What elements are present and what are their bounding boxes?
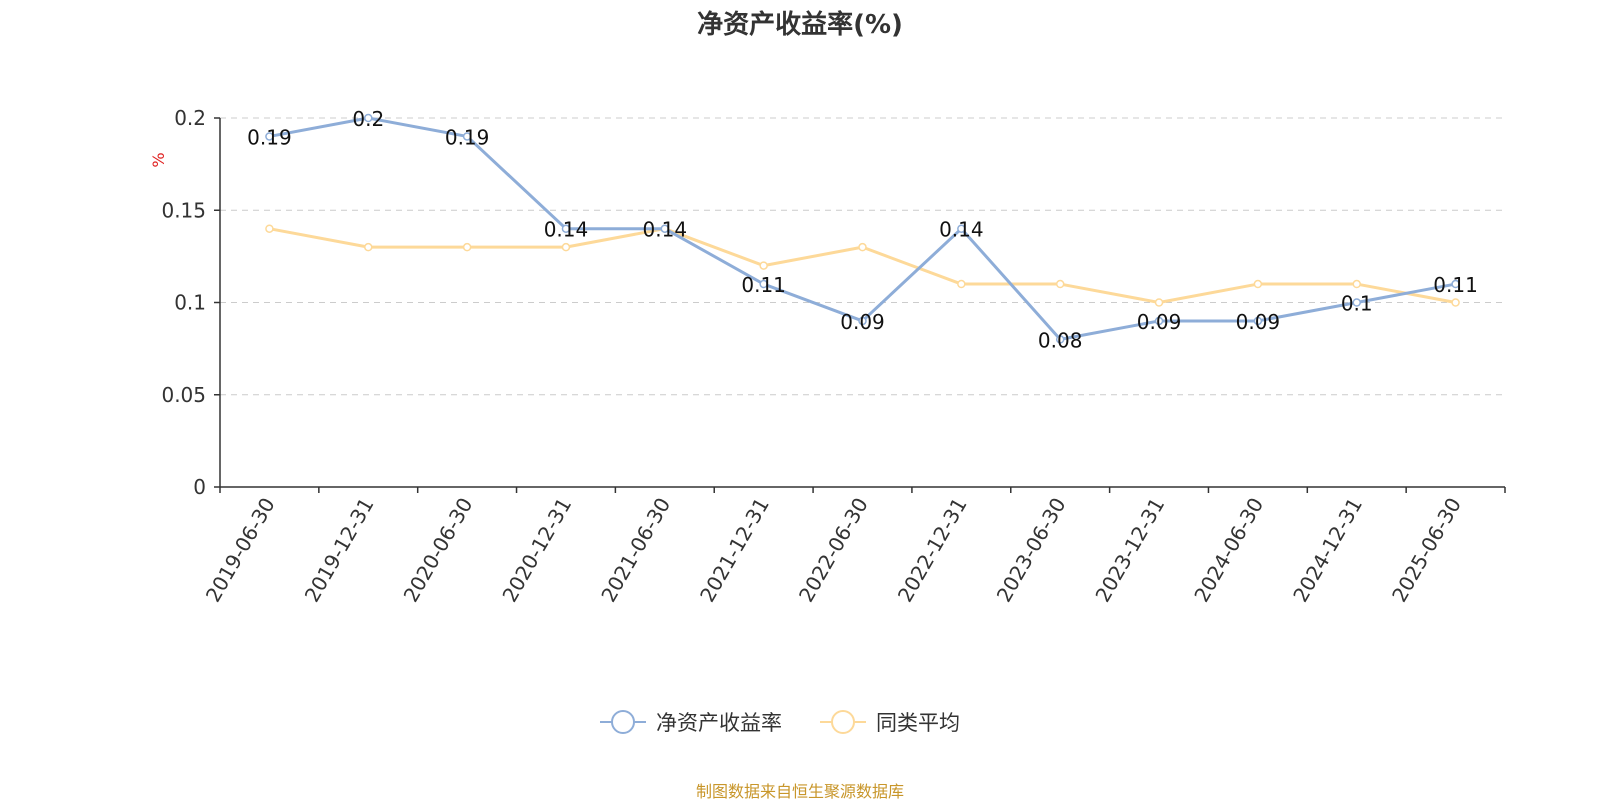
series-lines [265, 113, 1460, 344]
chart-title: 净资产收益率(%) [697, 10, 903, 40]
data-label: 0.2 [352, 107, 384, 131]
data-point [1154, 316, 1164, 326]
x-tick-label: 2024-06-30 [1189, 494, 1268, 607]
data-point [660, 224, 670, 233]
data-point [265, 132, 274, 141]
data-label: 0.09 [1137, 310, 1182, 334]
x-tick-label: 2020-12-31 [497, 494, 576, 607]
series-line-0 [269, 116, 1456, 341]
x-tick-label: 2022-12-31 [893, 494, 972, 607]
y-tick-label: 0.15 [161, 198, 206, 222]
legend-item-1[interactable]: 同类平均 [820, 710, 960, 735]
x-tick-label: 2024-12-31 [1288, 494, 1367, 607]
data-label: 0.14 [939, 218, 984, 242]
data-point [1253, 279, 1263, 289]
data-point [1352, 279, 1361, 289]
legend-marker [831, 710, 855, 734]
data-label: 0.09 [1236, 310, 1281, 334]
data-point [1451, 298, 1460, 307]
x-tick-label: 2023-12-31 [1090, 494, 1169, 607]
data-point [759, 261, 768, 270]
data-label: 0.19 [445, 125, 490, 149]
legend-label: 同类平均 [876, 711, 960, 735]
data-labels: 0.19 0.2 0.19 0.14 0.14 0.11 0.09 0.14 0.08 0.09 0… [247, 107, 1478, 352]
legend-label: 净资产收益率 [656, 711, 782, 735]
data-point [1451, 279, 1460, 289]
data-point [561, 224, 571, 233]
data-point [858, 242, 867, 252]
y-tick-label: 0.1 [174, 291, 206, 315]
data-point [561, 242, 571, 252]
data-label: 0.11 [741, 273, 786, 297]
data-point [462, 132, 472, 141]
y-tick-label: 0.05 [161, 383, 206, 407]
x-tick-label: 2020-06-30 [399, 494, 478, 607]
x-tick-label: 2021-12-31 [695, 494, 774, 607]
data-point [1055, 279, 1065, 289]
data-label: 0.08 [1038, 328, 1083, 352]
data-point [462, 242, 472, 252]
x-tick-label: 2023-06-30 [992, 494, 1071, 607]
data-label: 0.1 [1341, 292, 1373, 316]
source-note: 制图数据来自恒生聚源数据库 [695, 782, 904, 801]
data-label: 0.14 [643, 218, 688, 242]
x-tick-label: 2019-12-31 [300, 494, 379, 607]
y-tick-label: 0.2 [174, 106, 206, 130]
data-label: 0.11 [1433, 273, 1478, 297]
data-point [265, 224, 274, 233]
data-label: 0.09 [840, 310, 885, 334]
data-point [957, 279, 966, 289]
y-axis-unit: % [149, 152, 168, 167]
x-tick-label: 2019-06-30 [201, 494, 280, 607]
data-point [957, 224, 966, 233]
x-tick-label: 2022-06-30 [794, 494, 873, 607]
data-label: 0.19 [247, 125, 292, 149]
data-point [1055, 335, 1065, 344]
data-point [858, 316, 867, 326]
data-point [759, 279, 768, 289]
legend-marker [611, 710, 635, 734]
data-point [1352, 298, 1361, 307]
data-label: 0.14 [544, 218, 589, 242]
axes: 0 0.05 0.1 0.15 0.2% 2019-06-30 2019-12-31 2020… [149, 106, 1506, 607]
series-line-1 [269, 227, 1456, 304]
data-point [1154, 298, 1164, 307]
data-point [364, 242, 373, 252]
data-point [1253, 316, 1263, 326]
y-tick-label: 0 [193, 475, 206, 499]
x-tick-label: 2025-06-30 [1387, 494, 1466, 607]
legend[interactable]: 净资产收益率 同类平均 [600, 710, 960, 735]
data-point [364, 113, 373, 123]
grid-lines [220, 117, 1505, 396]
x-tick-label: 2021-06-30 [596, 494, 675, 607]
legend-item-0[interactable]: 净资产收益率 [600, 710, 782, 735]
